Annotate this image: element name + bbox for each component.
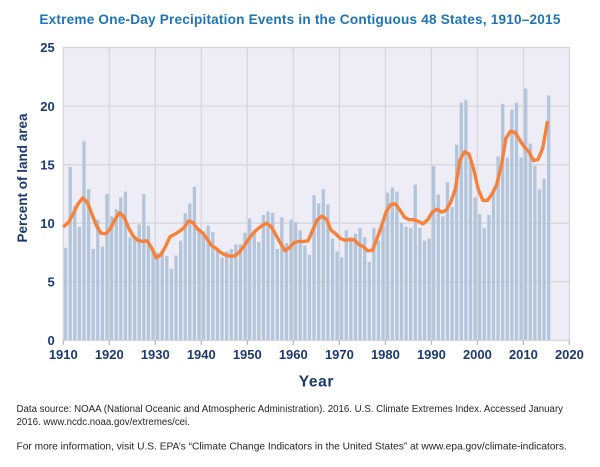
svg-text:2020: 2020 (555, 347, 584, 362)
svg-text:2016. www.ncdc.noaa.gov/extrem: 2016. www.ncdc.noaa.gov/extremes/cei. (17, 417, 190, 428)
svg-text:1920: 1920 (95, 347, 124, 362)
svg-text:2010: 2010 (509, 347, 538, 362)
svg-text:Percent of land area: Percent of land area (15, 113, 30, 243)
svg-text:0: 0 (47, 333, 54, 348)
svg-text:1930: 1930 (141, 347, 170, 362)
svg-text:1910: 1910 (49, 347, 78, 362)
svg-text:1970: 1970 (325, 347, 354, 362)
svg-text:1940: 1940 (187, 347, 216, 362)
svg-text:10: 10 (40, 216, 54, 231)
svg-text:For more information, visit U.: For more information, visit U.S. EPA’s “… (17, 442, 567, 453)
svg-text:25: 25 (40, 40, 54, 55)
svg-text:1960: 1960 (279, 347, 308, 362)
svg-text:1950: 1950 (233, 347, 262, 362)
svg-text:2000: 2000 (463, 347, 492, 362)
svg-text:1990: 1990 (417, 347, 446, 362)
svg-text:20: 20 (40, 99, 54, 114)
svg-text:Data source: NOAA (National Oc: Data source: NOAA (National Oceanic and … (17, 404, 564, 415)
svg-text:Year: Year (299, 374, 334, 391)
svg-text:Extreme One-Day Precipitation: Extreme One-Day Precipitation Events in … (39, 12, 560, 27)
svg-text:5: 5 (47, 275, 54, 290)
svg-text:1980: 1980 (371, 347, 400, 362)
svg-text:15: 15 (40, 157, 54, 172)
